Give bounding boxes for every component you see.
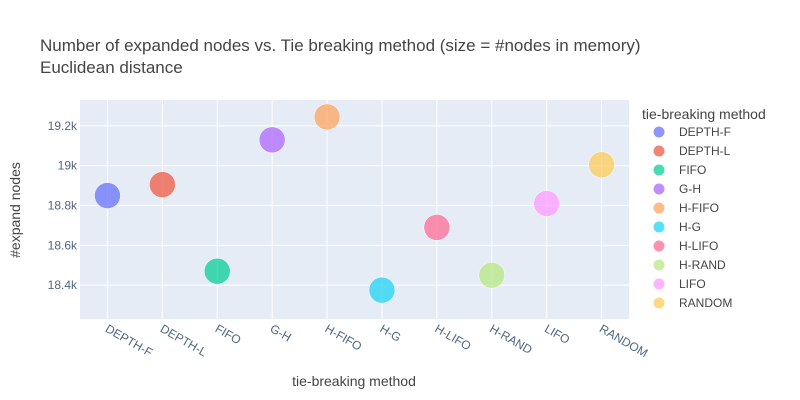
data-markers: [94, 103, 615, 304]
legend-item-h-lifo[interactable]: H-LIFO: [653, 239, 719, 253]
legend-label: H-G: [679, 220, 701, 234]
marker-g-h[interactable]: [258, 126, 286, 154]
marker-depth-l[interactable]: [149, 171, 176, 198]
chart-subtitle: Euclidean distance: [40, 58, 183, 77]
legend: DEPTH-F DEPTH-L FIFO G-H H-FIFO H-G H-LIFO H-RA…: [653, 125, 733, 310]
legend-item-h-rand[interactable]: H-RAND: [653, 258, 726, 272]
legend-swatch: [653, 126, 665, 138]
legend-swatch: [653, 278, 665, 290]
legend-label: H-FIFO: [679, 201, 719, 215]
legend-item-h-fifo[interactable]: H-FIFO: [653, 201, 720, 215]
y-tick-label: 18.8k: [48, 199, 78, 213]
y-tick-label: 18.6k: [48, 238, 78, 252]
marker-h-fifo[interactable]: [313, 103, 341, 131]
marker-depth-f[interactable]: [94, 182, 121, 209]
legend-label: H-RAND: [679, 258, 726, 272]
legend-swatch: [653, 145, 665, 157]
legend-swatch: [653, 164, 665, 176]
legend-label: G-H: [679, 182, 701, 196]
legend-label: DEPTH-L: [679, 144, 731, 158]
marker-h-g[interactable]: [368, 276, 396, 304]
marker-h-rand[interactable]: [478, 261, 505, 289]
legend-swatch: [653, 221, 665, 233]
y-tick-label: 19.2k: [48, 119, 78, 133]
legend-item-h-g[interactable]: H-G: [653, 220, 702, 234]
y-tick-label: 19k: [58, 159, 78, 173]
marker-fifo[interactable]: [204, 257, 231, 285]
x-axis-title: tie-breaking method: [292, 373, 416, 389]
y-tick-label: 18.4k: [48, 278, 78, 292]
marker-random[interactable]: [588, 151, 615, 178]
legend-item-depth-f[interactable]: DEPTH-F: [653, 125, 732, 139]
legend-label: FIFO: [679, 163, 706, 177]
legend-item-g-h[interactable]: G-H: [653, 182, 702, 196]
legend-item-lifo[interactable]: LIFO: [653, 277, 706, 291]
y-axis-title: #expand nodes: [7, 162, 23, 258]
y-axis-ticks: 18.4k 18.6k 18.8k 19k 19.2k: [48, 119, 78, 292]
chart-title: Number of expanded nodes vs. Tie breakin…: [40, 36, 641, 55]
legend-item-random[interactable]: RANDOM: [653, 296, 733, 310]
legend-swatch: [653, 297, 665, 309]
legend-label: RANDOM: [679, 296, 732, 310]
legend-swatch: [653, 183, 665, 195]
legend-item-depth-l[interactable]: DEPTH-L: [653, 144, 731, 158]
legend-item-fifo[interactable]: FIFO: [653, 163, 707, 177]
legend-swatch: [653, 259, 665, 271]
legend-title: tie-breaking method: [642, 106, 766, 122]
marker-h-lifo[interactable]: [423, 214, 451, 241]
marker-lifo[interactable]: [533, 190, 560, 217]
legend-swatch: [653, 240, 665, 252]
legend-swatch: [653, 202, 665, 214]
legend-label: H-LIFO: [679, 239, 718, 253]
legend-label: DEPTH-F: [679, 125, 731, 139]
legend-label: LIFO: [679, 277, 706, 291]
